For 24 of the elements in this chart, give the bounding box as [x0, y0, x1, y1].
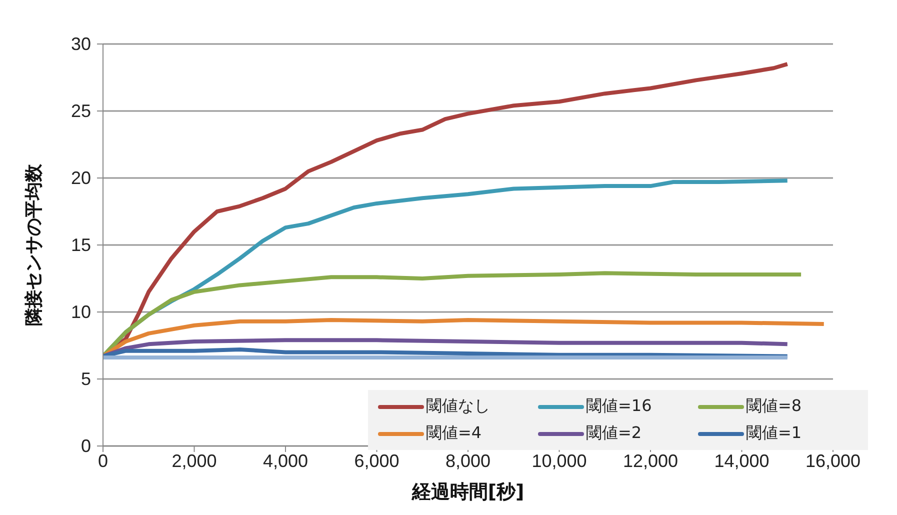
legend-label: 閾値=4 — [426, 423, 482, 444]
x-tick-label: 16,000 — [805, 450, 861, 471]
legend-label: 閾値=2 — [586, 423, 642, 444]
legend-label: 閾値なし — [426, 396, 490, 417]
y-tick-label: 0 — [80, 436, 91, 456]
x-tick-label: 6,000 — [354, 450, 400, 471]
x-tick-label: 2,000 — [172, 450, 217, 471]
legend-label: 閾値=16 — [586, 396, 652, 417]
y-tick-label: 20 — [70, 168, 91, 188]
y-axis-title: 隣接センサの平均数 — [23, 163, 44, 326]
y-tick-label: 5 — [80, 369, 91, 389]
x-axis-title: 経過時間[秒] — [410, 481, 524, 503]
y-tick-label: 10 — [70, 302, 91, 322]
x-tick-label: 12,000 — [622, 450, 678, 471]
y-tick-label: 30 — [70, 34, 91, 54]
y-tick-label: 25 — [70, 101, 91, 121]
x-tick-label: 4,000 — [262, 450, 308, 471]
legend-label: 閾値=1 — [746, 423, 802, 444]
x-tick-label: 8,000 — [445, 450, 491, 471]
x-tick-label: 0 — [98, 450, 108, 471]
x-tick-label: 14,000 — [714, 450, 770, 471]
x-tick-label: 10,000 — [532, 450, 587, 471]
legend-label: 閾値=8 — [746, 396, 802, 417]
y-tick-label: 15 — [70, 235, 91, 255]
